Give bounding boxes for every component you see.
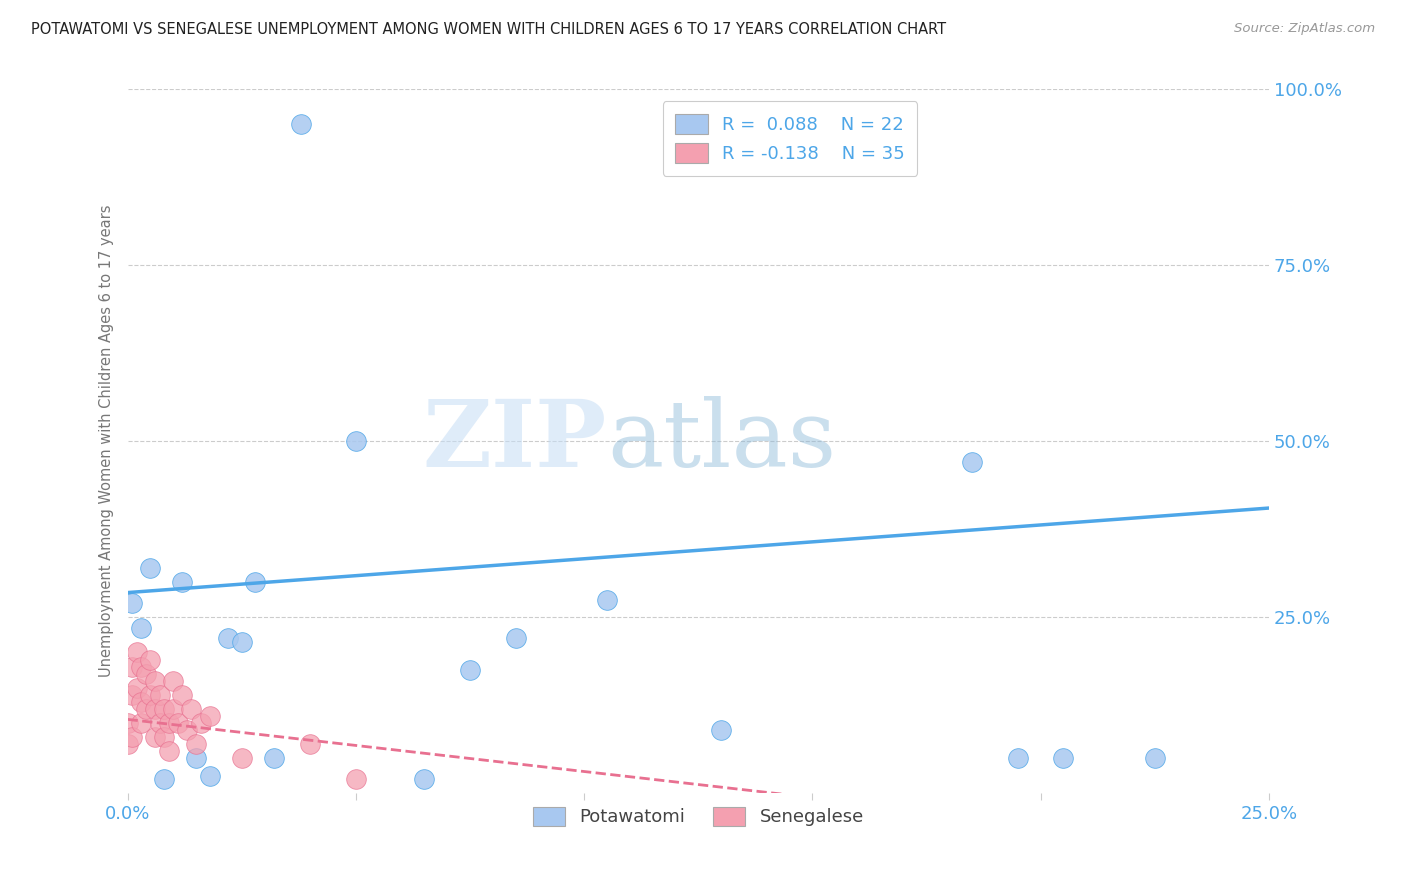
Text: atlas: atlas <box>607 396 837 486</box>
Point <box>139 688 162 702</box>
Point <box>710 723 733 737</box>
Point <box>176 723 198 737</box>
Point <box>157 744 180 758</box>
Point <box>129 659 152 673</box>
Text: Source: ZipAtlas.com: Source: ZipAtlas.com <box>1234 22 1375 36</box>
Legend: Potawatomi, Senegalese: Potawatomi, Senegalese <box>526 799 870 834</box>
Point <box>217 632 239 646</box>
Text: POTAWATOMI VS SENEGALESE UNEMPLOYMENT AMONG WOMEN WITH CHILDREN AGES 6 TO 17 YEA: POTAWATOMI VS SENEGALESE UNEMPLOYMENT AM… <box>31 22 946 37</box>
Point <box>184 737 207 751</box>
Point <box>121 730 143 744</box>
Point <box>231 635 253 649</box>
Point <box>198 709 221 723</box>
Point <box>153 702 176 716</box>
Point <box>135 666 157 681</box>
Point <box>153 730 176 744</box>
Point <box>290 117 312 131</box>
Point <box>162 673 184 688</box>
Point <box>139 652 162 666</box>
Point <box>1143 751 1166 765</box>
Point <box>129 621 152 635</box>
Point <box>596 592 619 607</box>
Point <box>143 730 166 744</box>
Point <box>413 772 436 787</box>
Point <box>960 455 983 469</box>
Point <box>344 772 367 787</box>
Point <box>162 702 184 716</box>
Point <box>172 688 194 702</box>
Point <box>180 702 202 716</box>
Point <box>153 772 176 787</box>
Y-axis label: Unemployment Among Women with Children Ages 6 to 17 years: Unemployment Among Women with Children A… <box>100 205 114 677</box>
Point <box>143 702 166 716</box>
Point <box>125 681 148 695</box>
Point <box>117 737 139 751</box>
Point <box>245 574 267 589</box>
Point <box>125 645 148 659</box>
Point <box>458 663 481 677</box>
Point <box>172 574 194 589</box>
Point <box>166 715 188 730</box>
Point <box>129 715 152 730</box>
Point <box>148 688 170 702</box>
Point <box>231 751 253 765</box>
Point <box>1007 751 1029 765</box>
Point <box>148 715 170 730</box>
Point <box>184 751 207 765</box>
Point <box>344 434 367 449</box>
Point <box>121 596 143 610</box>
Point <box>505 632 527 646</box>
Point <box>117 715 139 730</box>
Point <box>263 751 285 765</box>
Point <box>143 673 166 688</box>
Point <box>129 695 152 709</box>
Point <box>198 769 221 783</box>
Point <box>139 561 162 575</box>
Point <box>135 702 157 716</box>
Text: ZIP: ZIP <box>423 396 607 486</box>
Point <box>190 715 212 730</box>
Point <box>1052 751 1074 765</box>
Point <box>157 715 180 730</box>
Point <box>121 688 143 702</box>
Point <box>121 659 143 673</box>
Point <box>299 737 322 751</box>
